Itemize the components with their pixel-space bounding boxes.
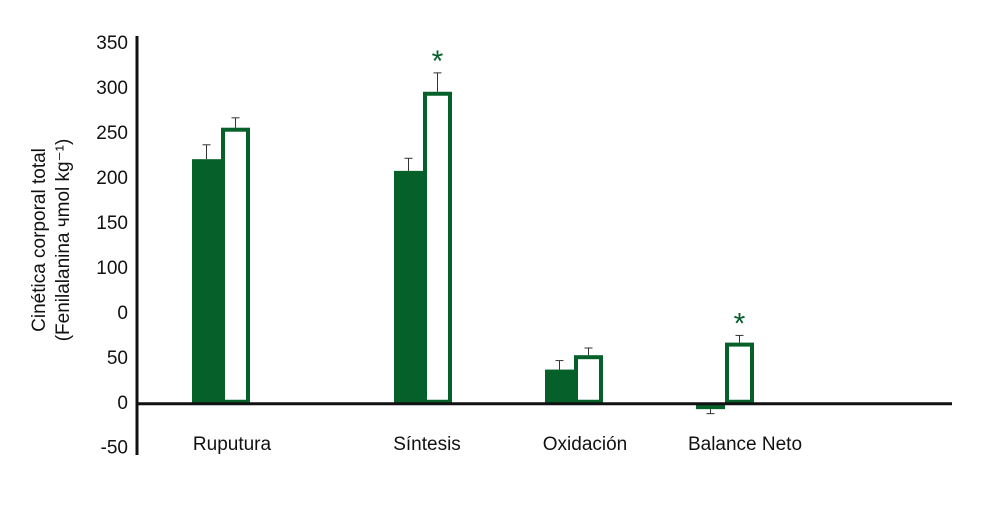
bar xyxy=(394,170,423,404)
y-tick-label: 250 xyxy=(96,123,128,144)
x-tick-label: Oxidación xyxy=(543,434,628,455)
bar xyxy=(574,355,603,404)
y-tick-label: 50 xyxy=(107,348,128,369)
y-tick-label: 100 xyxy=(96,258,128,279)
y-tick-label: 150 xyxy=(96,213,128,234)
y-label-line: (Fenilalanina чmol kg⁻¹) xyxy=(53,139,74,342)
bar xyxy=(423,91,452,404)
y-tick-label: -50 xyxy=(101,438,128,459)
y-label-line: Cinética corporal total xyxy=(29,148,50,332)
y-axis-title: Cinética corporal total (Fenilalanina чm… xyxy=(29,139,74,342)
x-tick-label: Síntesis xyxy=(393,434,461,455)
y-tick-label: 350 xyxy=(96,33,128,54)
annotation: * xyxy=(734,307,746,340)
y-tick-label: 200 xyxy=(96,168,128,189)
x-tick-label: Ruputura xyxy=(193,434,272,455)
y-tick-label: 0 xyxy=(117,303,128,324)
bar xyxy=(545,369,574,404)
y-tick-label: 300 xyxy=(96,78,128,99)
annotation: * xyxy=(432,45,444,78)
bar xyxy=(725,342,754,404)
y-tick-label: 0 xyxy=(117,393,128,414)
bar xyxy=(221,127,250,404)
bar xyxy=(696,403,725,410)
x-tick-label: Balance Neto xyxy=(688,434,802,455)
bar xyxy=(192,159,221,404)
